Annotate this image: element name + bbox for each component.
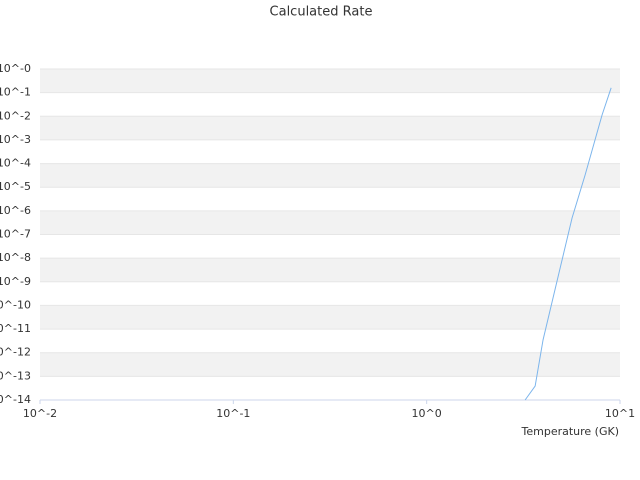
x-axis-label: Temperature (GK) (521, 425, 620, 438)
y-tick-label: 10^-3 (0, 133, 31, 146)
y-tick-label: 10^-5 (0, 180, 31, 193)
y-tick-label: 10^-12 (0, 346, 31, 359)
data-line (524, 87, 612, 401)
y-tick-label: 10^-0 (0, 62, 31, 75)
x-tick-label: 10^1 (605, 407, 635, 420)
grid-band (40, 352, 620, 377)
y-tick-label: 10^-10 (0, 298, 31, 311)
grid-band (40, 163, 620, 188)
y-tick-label: 10^-14 (0, 393, 31, 406)
grid-band (40, 305, 620, 330)
chart-title: Calculated Rate (270, 5, 373, 20)
grid-band (40, 210, 620, 235)
y-tick-label: 10^-2 (0, 109, 31, 122)
grid-band (40, 69, 620, 93)
x-tick-label: 10^-2 (23, 407, 57, 420)
y-tick-label: 10^-8 (0, 251, 31, 264)
y-tick-label: 10^-11 (0, 322, 31, 335)
y-tick-label: 10^-4 (0, 157, 31, 170)
x-tick-label: 10^-1 (216, 407, 250, 420)
grid-band (40, 116, 620, 140)
y-tick-label: 10^-9 (0, 275, 31, 288)
x-tick-label: 10^0 (412, 407, 442, 420)
grid-band (40, 258, 620, 282)
y-tick-label: 10^-13 (0, 369, 31, 382)
y-tick-label: 10^-6 (0, 204, 31, 217)
y-tick-label: 10^-7 (0, 228, 31, 241)
y-tick-label: 10^-1 (0, 86, 31, 99)
